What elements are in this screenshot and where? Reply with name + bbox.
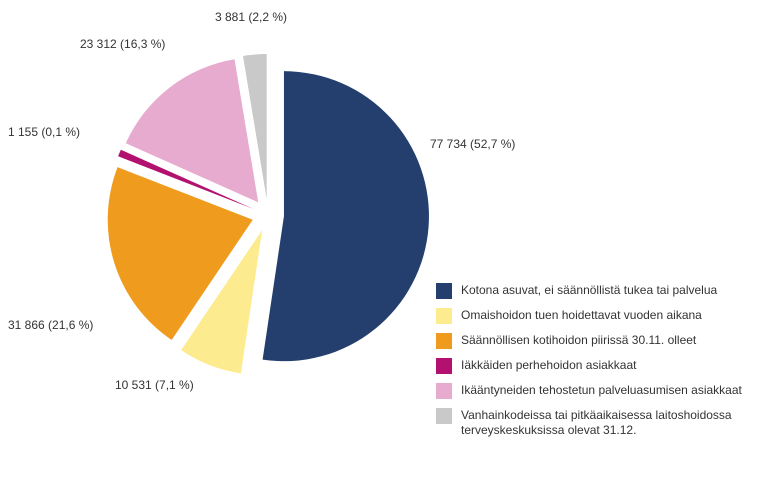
- data-label: 23 312 (16,3 %): [80, 37, 165, 51]
- legend-swatch: [436, 333, 452, 349]
- pie-slice: [181, 229, 263, 374]
- pie-slice: [118, 149, 254, 209]
- pie-slice: [242, 54, 267, 200]
- legend-item: Iäkkäiden perhehoidon asiakkaat: [436, 358, 756, 374]
- legend-label: Iäkkäiden perhehoidon asiakkaat: [461, 358, 637, 372]
- legend-swatch: [436, 358, 452, 374]
- legend-item: Ikääntyneiden tehostetun palveluasumisen…: [436, 383, 756, 399]
- legend-item: Omaishoidon tuen hoidettavat vuoden aika…: [436, 308, 756, 324]
- legend-label: Ikääntyneiden tehostetun palveluasumisen…: [461, 383, 742, 397]
- legend-item: Vanhainkodeissa tai pitkäaikaisessa lait…: [436, 408, 756, 438]
- legend-swatch: [436, 383, 452, 399]
- legend-label: Vanhainkodeissa tai pitkäaikaisessa lait…: [461, 408, 732, 437]
- legend: Kotona asuvat, ei säännöllistä tukea tai…: [436, 283, 756, 447]
- legend-label: Omaishoidon tuen hoidettavat vuoden aika…: [461, 308, 702, 322]
- data-label: 1 155 (0,1 %): [8, 125, 80, 139]
- pie-slice: [107, 167, 253, 340]
- legend-label: Säännöllisen kotihoidon piirissä 30.11. …: [461, 333, 697, 347]
- legend-item: Kotona asuvat, ei säännöllistä tukea tai…: [436, 283, 756, 299]
- legend-label: Kotona asuvat, ei säännöllistä tukea tai…: [461, 283, 718, 297]
- legend-swatch: [436, 283, 452, 299]
- data-label: 10 531 (7,1 %): [115, 378, 194, 392]
- data-label: 77 734 (52,7 %): [430, 137, 515, 151]
- legend-swatch: [436, 408, 452, 424]
- legend-item: Säännöllisen kotihoidon piirissä 30.11. …: [436, 333, 756, 349]
- pie-slice: [125, 59, 259, 203]
- pie-slice: [262, 71, 429, 362]
- data-label: 31 866 (21,6 %): [8, 318, 93, 332]
- data-label: 3 881 (2,2 %): [215, 10, 287, 24]
- legend-swatch: [436, 308, 452, 324]
